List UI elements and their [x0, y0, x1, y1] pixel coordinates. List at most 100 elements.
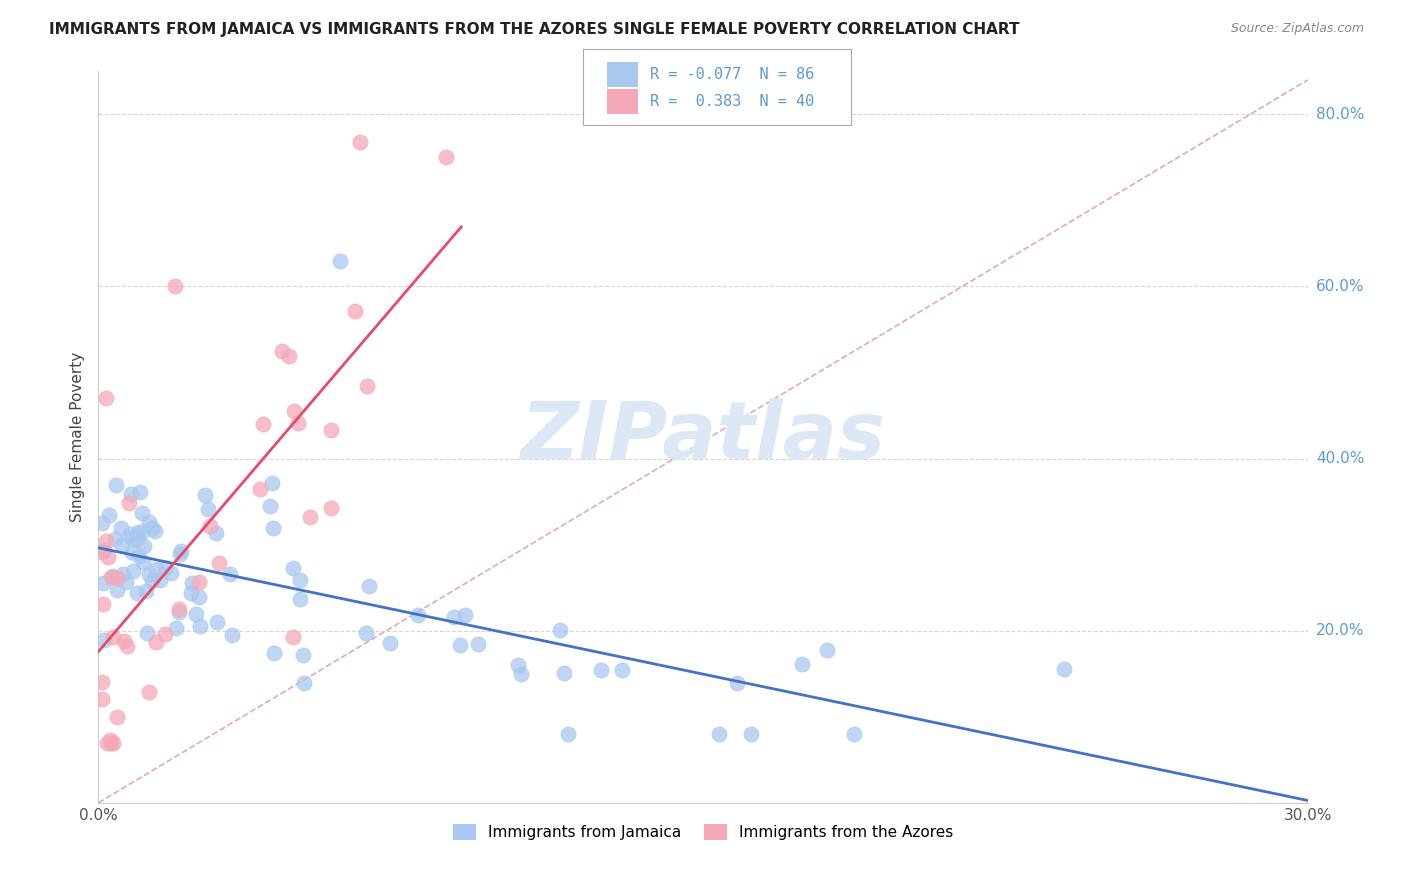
Point [91, 692, 114, 706]
Point [93, 576, 115, 591]
Point [221, 627, 243, 641]
Point [121, 545, 143, 559]
Point [134, 583, 156, 598]
Point [114, 574, 136, 589]
Point [287, 417, 309, 431]
Point [127, 532, 149, 546]
Point [170, 544, 193, 558]
Point [278, 349, 301, 363]
Point [553, 666, 575, 681]
Point [100, 570, 122, 584]
Point [96, 392, 118, 406]
Point [186, 607, 208, 622]
Point [165, 622, 187, 636]
Point [104, 478, 127, 492]
Point [219, 566, 242, 581]
Point [118, 495, 141, 509]
Point [104, 532, 127, 546]
Point [349, 135, 371, 149]
Point [589, 663, 612, 677]
Point [101, 630, 124, 644]
Point [205, 525, 228, 540]
Point [281, 560, 304, 574]
Text: 40.0%: 40.0% [1316, 451, 1364, 467]
Point [198, 519, 221, 533]
Point [508, 657, 530, 672]
Point [842, 727, 865, 741]
Point [97, 508, 120, 523]
Point [132, 555, 155, 569]
Point [725, 676, 748, 690]
Point [94, 533, 117, 548]
Point [299, 510, 322, 524]
Point [91, 597, 114, 611]
Point [138, 685, 160, 699]
Point [249, 483, 271, 497]
Point [96, 735, 118, 749]
Point [136, 625, 159, 640]
Point [190, 619, 212, 633]
Point [188, 590, 211, 604]
Point [443, 609, 465, 624]
Point [153, 561, 176, 575]
Point [709, 727, 731, 741]
Point [343, 304, 366, 318]
Point [169, 601, 191, 615]
Point [122, 564, 145, 578]
Point [792, 657, 814, 672]
Point [380, 636, 402, 650]
Point [110, 521, 132, 535]
Point [163, 279, 186, 293]
Point [112, 634, 135, 648]
Point [262, 475, 284, 490]
Point [319, 500, 342, 515]
Text: 20.0%: 20.0% [1316, 624, 1364, 638]
Text: R =  0.383  N = 40: R = 0.383 N = 40 [650, 95, 814, 109]
Point [101, 735, 124, 749]
Point [292, 675, 315, 690]
Point [134, 539, 156, 553]
Point [270, 344, 292, 359]
Point [138, 566, 160, 581]
Point [93, 543, 115, 558]
Point [180, 576, 202, 591]
Point [91, 516, 114, 530]
Point [101, 568, 124, 582]
Point [356, 378, 378, 392]
Point [127, 525, 149, 540]
Point [149, 574, 172, 588]
Point [145, 634, 167, 648]
Point [288, 573, 311, 587]
Text: 60.0%: 60.0% [1316, 279, 1364, 294]
Point [548, 624, 571, 638]
Point [131, 506, 153, 520]
Point [454, 608, 477, 623]
Point [145, 562, 167, 576]
Point [93, 632, 115, 647]
Point [160, 566, 183, 580]
Point [281, 631, 304, 645]
Point [131, 524, 153, 539]
Point [98, 732, 121, 747]
Text: R = -0.077  N = 86: R = -0.077 N = 86 [650, 68, 814, 82]
Point [129, 484, 152, 499]
Point [111, 538, 134, 552]
Point [263, 646, 285, 660]
Point [138, 515, 160, 529]
Point [121, 531, 143, 545]
Point [319, 423, 342, 437]
Point [283, 404, 305, 418]
Point [740, 727, 762, 741]
Point [252, 417, 274, 431]
Point [208, 556, 231, 570]
Point [1053, 662, 1076, 676]
Point [815, 643, 838, 657]
Point [100, 735, 122, 749]
Y-axis label: Single Female Poverty: Single Female Poverty [70, 352, 86, 522]
Point [180, 586, 202, 600]
Point [121, 486, 143, 500]
Point [449, 638, 471, 652]
Point [262, 521, 284, 535]
Point [194, 487, 217, 501]
Text: Source: ZipAtlas.com: Source: ZipAtlas.com [1230, 22, 1364, 36]
